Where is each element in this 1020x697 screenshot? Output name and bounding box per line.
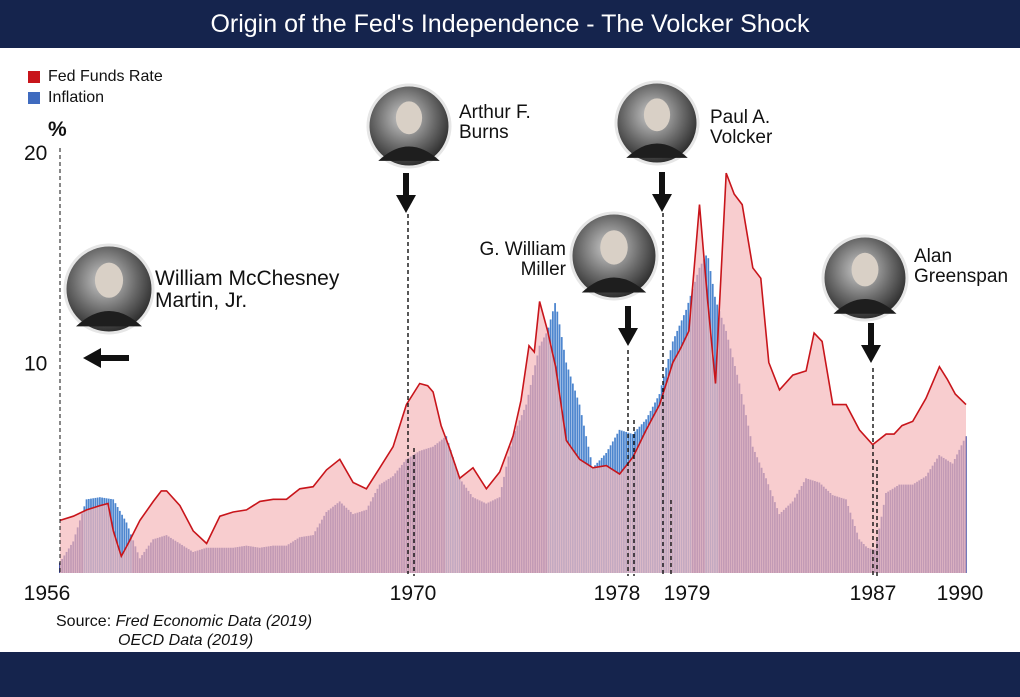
inflation-bar	[121, 514, 123, 573]
annotation-burns: Arthur F.Burns	[366, 83, 531, 213]
annotation-label: Arthur F.	[459, 102, 531, 123]
source-note: Source: Fred Economic Data (2019) OECD D…	[56, 612, 312, 650]
arrow-head-left	[83, 348, 101, 368]
portrait-suit	[626, 143, 688, 158]
x-axis: 1956 1970 1978 1979 1987 1990	[24, 582, 984, 605]
arrow-head-down	[652, 194, 672, 212]
portrait-face	[600, 230, 628, 265]
legend-swatch-fed-funds	[28, 70, 40, 83]
source-line-1: Fred Economic Data (2019)	[115, 613, 313, 630]
arrow-shaft	[625, 306, 631, 330]
y-axis: % 20 10	[24, 118, 67, 376]
x-tick-label: 1990	[937, 582, 984, 605]
x-tick-label: 1956	[24, 582, 71, 605]
fed-funds-area	[60, 173, 966, 573]
annotation-label: William McChesney	[155, 267, 340, 290]
portrait-suit	[378, 146, 440, 161]
fed-funds-line	[59, 172, 967, 559]
portrait-face	[395, 101, 423, 135]
portrait-face	[94, 262, 124, 298]
annotation-label: Martin, Jr.	[155, 289, 247, 312]
source-line-2: OECD Data (2019)	[118, 632, 254, 649]
annotation-volcker: Paul A.Volcker	[614, 80, 773, 212]
y-tick-label: 10	[24, 353, 47, 376]
annotation-label: Paul A.	[710, 107, 770, 128]
header-bar	[0, 0, 1020, 48]
annotation-label: Greenspan	[914, 266, 1008, 287]
portrait-suit	[76, 311, 142, 327]
annotation-label: Alan	[914, 246, 952, 267]
arrow-shaft	[868, 323, 874, 347]
legend-label-inflation: Inflation	[48, 88, 105, 106]
x-tick-label: 1979	[664, 582, 711, 605]
x-tick-label: 1970	[390, 582, 437, 605]
legend-item-fed-funds: Fed Funds Rate	[28, 66, 163, 87]
legend: Fed Funds Rate Inflation	[28, 66, 163, 108]
era-markers	[59, 148, 878, 576]
source-prefix: Source:	[56, 613, 116, 630]
y-axis-label: %	[48, 118, 67, 141]
chart-canvas: % 20 10 1956 1970 1978 1979 1987 1990 William …	[24, 80, 1008, 605]
portrait-suit	[581, 277, 647, 293]
inflation-bar	[123, 518, 126, 573]
annotation-label: Miller	[521, 259, 567, 280]
inflation-bar	[59, 562, 61, 573]
legend-item-inflation: Inflation	[28, 87, 163, 108]
y-tick-label: 20	[24, 142, 47, 165]
legend-label-fed-funds: Fed Funds Rate	[48, 67, 163, 85]
portrait-face	[643, 98, 671, 132]
portrait-suit	[833, 299, 897, 314]
inflation-bar	[118, 510, 121, 573]
portrait-face	[851, 252, 879, 287]
arrow-shaft	[403, 173, 409, 197]
inflation-bar	[116, 507, 119, 573]
annotation-label: Volcker	[710, 127, 773, 148]
x-tick-label: 1978	[594, 582, 641, 605]
annotation-label: G. William	[479, 239, 566, 260]
arrow-shaft	[99, 355, 129, 361]
x-tick-label: 1987	[850, 582, 897, 605]
arrow-head-down	[396, 195, 416, 213]
chart-title: Origin of the Fed's Independence - The V…	[210, 10, 810, 38]
footer-bar	[0, 652, 1020, 697]
arrow-head-down	[861, 345, 881, 363]
legend-swatch-inflation	[28, 91, 40, 104]
arrow-shaft	[659, 172, 665, 196]
annotation-label: Burns	[459, 122, 509, 143]
arrow-head-down	[618, 328, 638, 346]
